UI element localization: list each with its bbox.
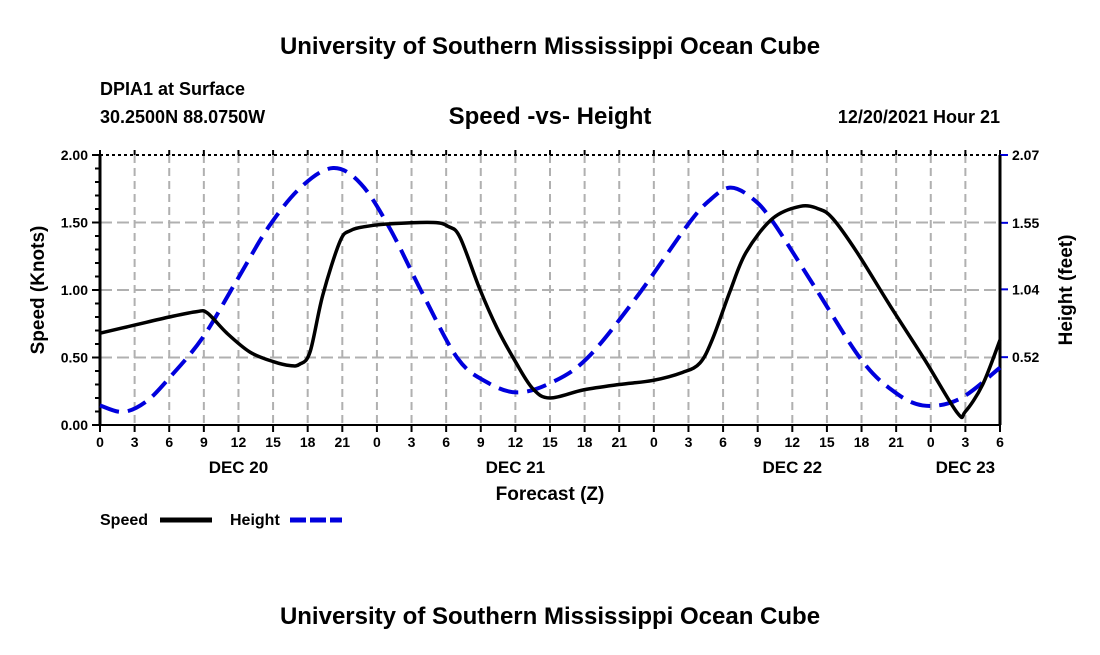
x-tick-label: 3 — [685, 434, 693, 450]
chart-title: Speed -vs- Height — [449, 103, 652, 130]
x-tick-label: 12 — [508, 434, 524, 450]
x-tick-label: 12 — [785, 434, 801, 450]
x-tick-label: 0 — [927, 434, 935, 450]
x-tick-label: 9 — [477, 434, 485, 450]
y-tick-label: 0.50 — [61, 350, 88, 366]
y2-tick-label: 1.55 — [1012, 215, 1039, 231]
x-tick-label: 21 — [888, 434, 904, 450]
x-tick-label: 12 — [231, 434, 247, 450]
legend: Speed Height — [100, 512, 342, 529]
legend-speed-label: Speed — [100, 512, 148, 529]
station-label: DPIA1 at Surface — [100, 79, 245, 99]
x-tick-label: 9 — [754, 434, 762, 450]
y2-tick-label: 1.04 — [1012, 281, 1039, 297]
x-tick-label: 18 — [854, 434, 870, 450]
x-tick-label: 6 — [719, 434, 727, 450]
x-tick-label: 18 — [577, 434, 593, 450]
location-label: 30.2500N 88.0750W — [100, 107, 265, 127]
y2-axis-label: Height (feet) — [1056, 235, 1077, 346]
series-group — [99, 166, 1002, 420]
x-tick-label: 15 — [265, 434, 281, 450]
datetime-label: 12/20/2021 Hour 21 — [838, 107, 1000, 127]
axes: 0 3 6 9 12 15 18 21 0 3 6 9 12 15 18 21 0 3 6 9 12 15 18 21 0 3 6 0… — [61, 147, 1040, 477]
x-tick-label: 15 — [542, 434, 558, 450]
x-tick-label: 9 — [200, 434, 208, 450]
day-label: DEC 22 — [763, 458, 823, 477]
x-tick-label: 18 — [300, 434, 316, 450]
x-tick-label: 0 — [96, 434, 104, 450]
x-tick-label: 21 — [611, 434, 627, 450]
x-tick-label: 0 — [650, 434, 658, 450]
x-tick-label: 15 — [819, 434, 835, 450]
footer-title: University of Southern Mississippi Ocean… — [280, 603, 820, 630]
series-line-speed — [99, 204, 1002, 420]
x-tick-label: 3 — [131, 434, 139, 450]
x-tick-label: 6 — [442, 434, 450, 450]
day-label: DEC 23 — [936, 458, 996, 477]
y-tick-label: 1.00 — [61, 282, 88, 298]
page-title: University of Southern Mississippi Ocean… — [280, 33, 820, 60]
x-tick-label: 21 — [335, 434, 351, 450]
y-axis-label: Speed (Knots) — [28, 226, 49, 355]
y2-tick-label: 0.52 — [1012, 349, 1039, 365]
x-tick-label: 3 — [408, 434, 416, 450]
y-tick-label: 1.50 — [61, 215, 88, 231]
x-tick-label: 6 — [165, 434, 173, 450]
grid — [100, 155, 1000, 425]
x-tick-label: 3 — [961, 434, 969, 450]
day-label: DEC 20 — [209, 458, 269, 477]
series-line-height — [99, 166, 1002, 414]
legend-height-label: Height — [230, 512, 280, 529]
x-tick-label: 6 — [996, 434, 1004, 450]
day-label: DEC 21 — [486, 458, 546, 477]
y-tick-label: 2.00 — [61, 147, 88, 163]
y2-tick-label: 2.07 — [1012, 147, 1039, 163]
y-tick-label: 0.00 — [61, 417, 88, 433]
x-tick-label: 0 — [373, 434, 381, 450]
x-axis-label: Forecast (Z) — [496, 484, 605, 505]
